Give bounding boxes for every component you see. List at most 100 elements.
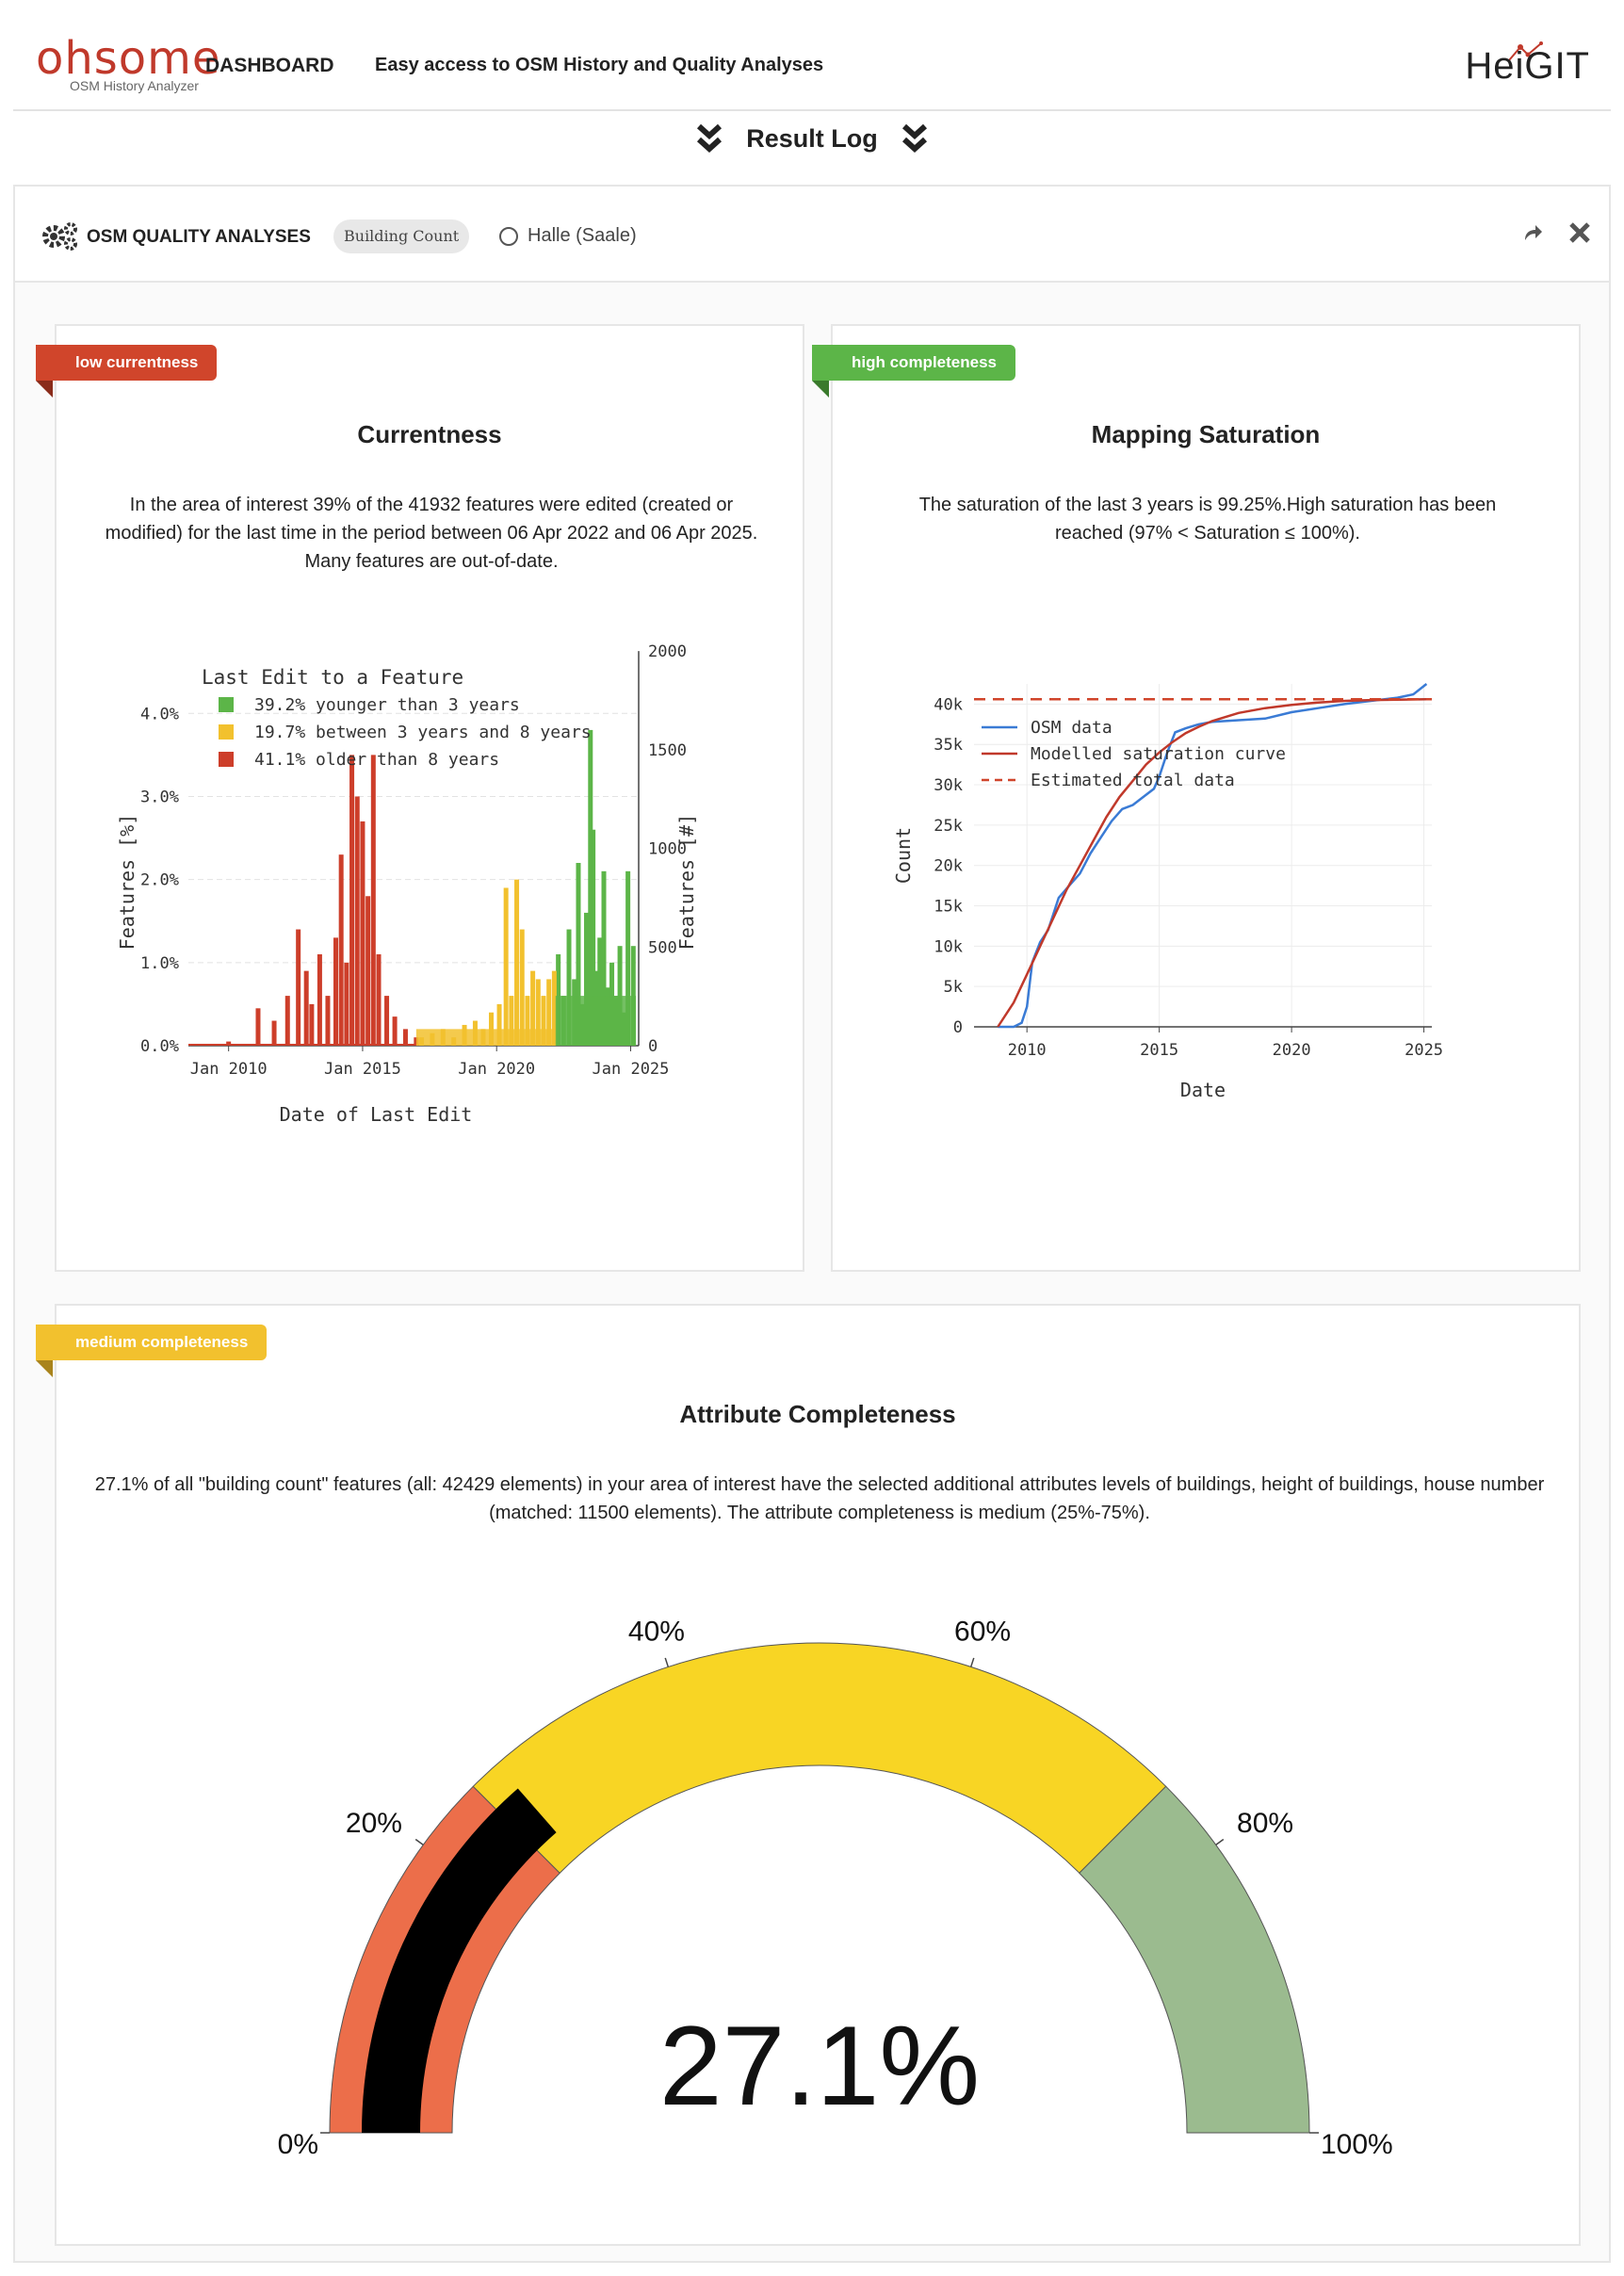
ohsome-logo[interactable]: ohsome OSM History Analyzer: [36, 36, 220, 93]
gauge-value-bar: [362, 1788, 557, 2133]
bar: [546, 979, 552, 1046]
gears-icon: [42, 222, 77, 251]
currentness-description: In the area of interest 39% of the 41932…: [105, 495, 758, 572]
bar: [354, 796, 360, 1046]
y-tick-label-right: 1500: [648, 741, 687, 760]
attribute-badge: medium completeness: [36, 1325, 268, 1377]
panel-title: OSM QUALITY ANALYSES: [87, 227, 311, 247]
attribute-title: Attribute Completeness: [679, 1400, 956, 1428]
attribute-card: Attribute Completeness 27.1% of all "bui…: [55, 1304, 1581, 2246]
gauge-tick: [414, 1838, 424, 1845]
legend-entry: Estimated total data: [1031, 771, 1235, 790]
logo-subtitle: OSM History Analyzer: [70, 78, 199, 93]
legend-swatch: [219, 752, 234, 767]
saturation-description: The saturation of the last 3 years is 99…: [918, 495, 1497, 544]
bar: [376, 954, 382, 1046]
attribute-description: 27.1% of all "building count" features (…: [94, 1474, 1545, 1523]
saturation-chart: 0 5k 10k 15k 20k 25k 30k 35k 40k 2010 2015 2020 2025…: [892, 683, 1443, 1101]
y-tick-label-left: 4.0%: [140, 705, 179, 723]
bar: [370, 755, 376, 1046]
bar: [535, 979, 541, 1046]
y-tick-label: 5k: [944, 978, 963, 997]
chevron-double-down-icon: [696, 123, 722, 154]
series-line: [998, 683, 1428, 1029]
x-axis-title: Date: [1180, 1079, 1226, 1101]
share-icon[interactable]: [1522, 222, 1543, 243]
bar: [317, 954, 322, 1046]
gauge-tick: [1215, 1838, 1225, 1845]
region-name: Halle (Saale): [528, 225, 637, 246]
dashboard-label: DASHBOARD: [205, 55, 334, 76]
y-tick-label-left: 1.0%: [140, 954, 179, 973]
bar: [284, 996, 290, 1046]
bar: [584, 912, 590, 1046]
bar: [496, 1003, 502, 1046]
x-tick-label: 2020: [1273, 1041, 1311, 1060]
legend-entry: 39.2% younger than 3 years: [254, 695, 520, 715]
currentness-chart: 0.0% 1.0% 2.0% 3.0% 4.0% 0 500 1000 1500 2000 Jan …: [116, 642, 698, 1126]
attribute-gauge: 0% 20% 40% 60% 80% 100% 27.1%: [278, 1616, 1393, 2160]
y-tick-label: 40k: [934, 695, 963, 714]
gauge-tick-label: 100%: [1321, 2129, 1393, 2160]
y-tick-label-right: 1000: [648, 840, 687, 859]
bar: [296, 929, 301, 1046]
bar: [514, 879, 520, 1046]
close-icon[interactable]: [1567, 220, 1592, 245]
region-radio[interactable]: [499, 227, 518, 246]
attribute-badge-label: medium completeness: [75, 1333, 249, 1351]
result-log-toggle[interactable]: Result Log: [0, 122, 1624, 154]
bar-fill-region: [415, 1029, 556, 1046]
bar: [541, 996, 546, 1046]
bar: [349, 755, 355, 1046]
gauge-tick: [969, 1657, 975, 1667]
bar: [392, 1016, 398, 1046]
legend-entry: OSM data: [1031, 718, 1112, 738]
bar: [303, 970, 309, 1046]
bar: [597, 937, 603, 1046]
y-tick-label: 0: [953, 1018, 963, 1037]
saturation-title: Mapping Saturation: [1091, 420, 1321, 448]
bar: [271, 1020, 277, 1046]
x-tick-label: Jan 2020: [458, 1060, 535, 1079]
y-tick-label: 30k: [934, 776, 963, 795]
bar: [384, 996, 390, 1046]
bar: [333, 937, 338, 1046]
bar: [402, 1029, 408, 1046]
gauge-tick: [664, 1657, 670, 1667]
legend-swatch: [219, 697, 234, 712]
bar: [591, 829, 596, 1046]
bar: [509, 996, 514, 1046]
y-tick-label-left: 2.0%: [140, 871, 179, 890]
bar: [325, 996, 331, 1046]
legend-swatch: [219, 724, 234, 740]
legend-entry: 41.1% older than 8 years: [254, 750, 499, 770]
bar: [255, 1008, 261, 1046]
bar: [576, 863, 581, 1046]
currentness-card: Currentness In the area of interest 39% …: [55, 324, 804, 1272]
y-tick-label: 15k: [934, 898, 963, 917]
app-header: ohsome OSM History Analyzer DASHBOARD Ea…: [13, 0, 1611, 111]
bar: [344, 962, 349, 1046]
bar: [588, 729, 593, 1046]
heigit-logo[interactable]: HeiGIT: [1465, 45, 1590, 87]
bar: [525, 996, 530, 1046]
x-tick-label: Jan 2010: [190, 1060, 268, 1079]
currentness-badge: low currentness: [36, 345, 218, 398]
legend-entry: Modelled saturation curve: [1031, 744, 1286, 764]
y-axis-title-left: Features [%]: [116, 814, 138, 951]
bar: [519, 929, 525, 1046]
topic-pill: Building Count: [333, 219, 470, 253]
bar: [309, 1003, 315, 1046]
header-tagline: Easy access to OSM History and Quality A…: [375, 55, 824, 75]
bar: [365, 896, 371, 1046]
saturation-badge: high completeness: [812, 345, 1015, 398]
y-tick-label-right: 500: [648, 938, 677, 957]
bar: [503, 887, 509, 1046]
gauge-tick-label: 80%: [1237, 1808, 1293, 1839]
gauge-tick-label: 60%: [954, 1616, 1011, 1647]
bar: [601, 870, 607, 1046]
y-tick-label-left: 0.0%: [140, 1037, 179, 1056]
quality-analysis-panel: OSM QUALITY ANALYSES Building Count Hall…: [13, 185, 1611, 2263]
y-tick-label-right: 2000: [648, 642, 687, 661]
y-tick-label-left: 3.0%: [140, 788, 179, 806]
